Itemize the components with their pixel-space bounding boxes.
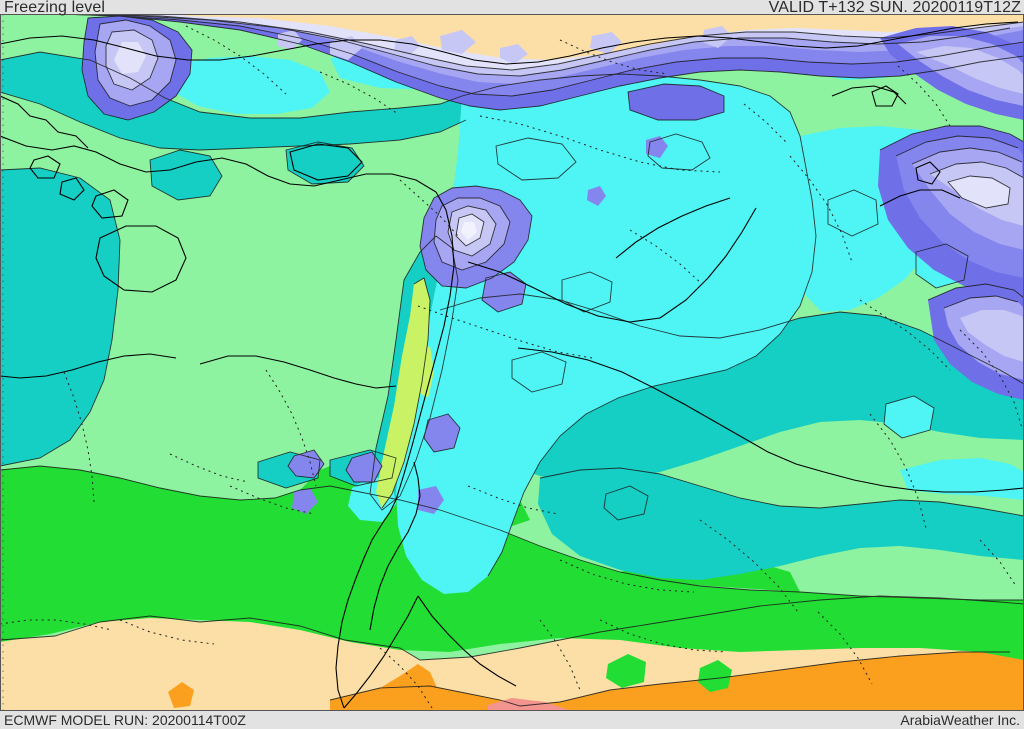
fill-teal-blob-a [150, 150, 222, 200]
fill-green-patch-b [698, 660, 732, 692]
fill-palelilac-dot-2 [330, 36, 362, 60]
fill-orange-sliver [168, 682, 194, 708]
fill-teal-mass-west [0, 168, 120, 466]
fill-violet-blob-levant [482, 272, 526, 312]
fill-nearwhite-ne-core [948, 176, 1010, 208]
page-title: Freezing level [4, 0, 106, 16]
weather-map-canvas[interactable] [0, 14, 1024, 711]
fill-orange-south [330, 652, 1024, 711]
admin-boundary-layer [0, 25, 1023, 709]
fill-cyan-nw-bay [168, 56, 330, 114]
fill-violet-blob-sinai-a [346, 452, 382, 482]
coastline-layer [0, 21, 1024, 709]
fill-yellowgreen-rift [376, 278, 430, 508]
fill-green-patch-a [606, 654, 646, 688]
freezing-level-contour-map [0, 14, 1024, 711]
provider-credit: ArabiaWeather Inc. [900, 712, 1020, 728]
fill-violet-blob-sinai-c [288, 450, 324, 478]
fill-violet-blob-cy [292, 488, 318, 514]
fill-violet-blob-jordan [424, 414, 460, 452]
fill-teal-blob-b [286, 142, 364, 184]
fill-green-band [0, 466, 1024, 660]
fill-white-lebanon-core [461, 222, 477, 240]
fill-palelilac-ne-lobe2 [916, 46, 1024, 94]
fill-cyan-seam [900, 458, 1024, 500]
fill-orange-lobe [380, 664, 438, 711]
fill-yellowgreen-patch [414, 346, 434, 398]
fill-palelilac-dot-5 [394, 36, 420, 56]
fill-teal-blob-k [604, 486, 648, 520]
footer-bar [0, 711, 1024, 729]
contour-lines [0, 14, 1024, 707]
fill-teal-arabia [538, 468, 1024, 580]
fill-salmon-south [487, 698, 572, 711]
fill-palelilac-dot-3 [440, 30, 476, 54]
fill-cyan-island-b [884, 396, 934, 438]
fill-palelilac-dot-4 [500, 44, 528, 64]
header-bar [0, 0, 1024, 14]
fill-nearwhite-nw [114, 42, 146, 74]
fill-violet-blob-sinai-b [418, 486, 444, 514]
valid-time-label: VALID T+132 SUN. 20200119T12Z [768, 0, 1021, 16]
model-run-label: ECMWF MODEL RUN: 20200114T00Z [4, 712, 246, 728]
fill-palelilac-ne-lobe3 [960, 310, 1024, 362]
fill-violet-blob-n [628, 84, 724, 120]
fill-violet-dot-b [587, 186, 606, 206]
